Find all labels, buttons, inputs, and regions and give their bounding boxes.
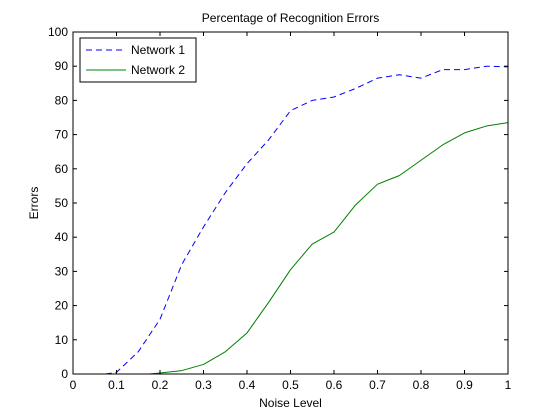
x-tick-label: 0.1	[108, 378, 125, 392]
x-tick-label: 0	[70, 378, 77, 392]
x-axis-ticks: 0 0.1 0.2 0.3 0.4 0.5 0.6 0.7 0.8 0.9 1	[70, 32, 512, 392]
y-tick-label: 100	[48, 25, 68, 39]
y-tick-label: 70	[55, 128, 69, 142]
x-tick-label: 0.9	[456, 378, 473, 392]
series-line-network-1	[105, 65, 509, 375]
y-tick-label: 10	[55, 333, 69, 347]
chart-title: Percentage of Recognition Errors	[202, 11, 379, 25]
series-line-network-2	[149, 122, 509, 375]
plot-area	[73, 32, 508, 374]
legend: Network 1 Network 2	[79, 37, 197, 83]
x-tick-label: 1	[505, 378, 512, 392]
legend-box	[79, 37, 197, 83]
y-tick-label: 60	[55, 162, 69, 176]
series-layer	[105, 65, 509, 375]
y-axis-ticks: 0 10 20 30 40 50 60 70 80 90 100	[48, 25, 508, 381]
x-tick-label: 0.8	[413, 378, 430, 392]
x-tick-label: 0.5	[282, 378, 299, 392]
y-tick-label: 20	[55, 299, 69, 313]
x-tick-label: 0.6	[326, 378, 343, 392]
y-tick-label: 0	[61, 367, 68, 381]
x-tick-label: 0.3	[195, 378, 212, 392]
x-tick-label: 0.4	[239, 378, 256, 392]
y-tick-label: 80	[55, 93, 69, 107]
y-axis-title: Errors	[27, 187, 41, 220]
legend-label-network-1: Network 1	[131, 43, 185, 57]
y-tick-label: 50	[55, 196, 69, 210]
x-axis-title: Noise Level	[259, 396, 322, 410]
y-tick-label: 90	[55, 59, 69, 73]
x-tick-label: 0.7	[369, 378, 386, 392]
x-tick-label: 0.2	[152, 378, 169, 392]
legend-label-network-2: Network 2	[131, 63, 185, 77]
y-tick-label: 40	[55, 230, 69, 244]
y-tick-label: 30	[55, 264, 69, 278]
